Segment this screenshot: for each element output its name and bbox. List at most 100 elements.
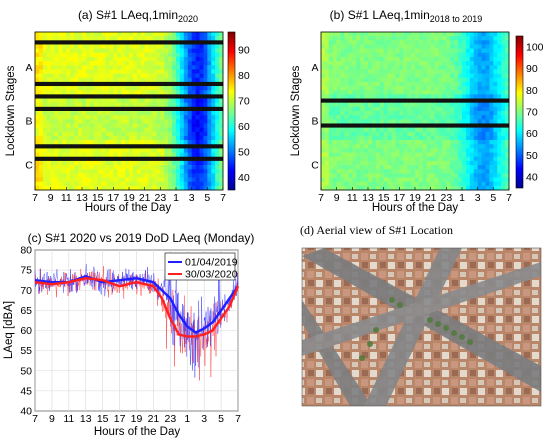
- heatmap-cell: [501, 169, 506, 174]
- heatmap-cell: [101, 52, 106, 58]
- heatmap-cell: [93, 140, 98, 145]
- heatmap-cell: [85, 115, 91, 120]
- heatmap-cell: [176, 61, 181, 66]
- heatmap-cell: [469, 115, 475, 120]
- heatmap-cell: [152, 169, 157, 174]
- heatmap-cell: [89, 52, 95, 58]
- heatmap-cell: [465, 127, 471, 133]
- heatmap-cell: [332, 173, 337, 178]
- heatmap-cell: [136, 173, 142, 178]
- heatmap-cell: [489, 181, 494, 187]
- heatmap-cell: [415, 90, 420, 95]
- heatmap-cell: [332, 56, 337, 62]
- heatmap-cell: [179, 44, 185, 49]
- heatmap-cell: [426, 94, 431, 99]
- heatmap-cell: [70, 177, 75, 182]
- heatmap-cell: [348, 44, 353, 49]
- heatmap-cell: [195, 69, 200, 74]
- heatmap-cell: [101, 173, 106, 178]
- heatmap-cell: [183, 119, 189, 124]
- heatmap-cell: [144, 131, 149, 137]
- heatmap-cell: [164, 98, 169, 103]
- heatmap-cell: [172, 127, 177, 133]
- heatmap-cell: [473, 81, 478, 87]
- heatmap-cell: [418, 144, 424, 149]
- heatmap-cell: [352, 86, 357, 91]
- heatmap-cell: [121, 160, 126, 166]
- heatmap-cell: [368, 181, 373, 187]
- heatmap-cell: [85, 98, 91, 103]
- heatmap-cell: [152, 52, 157, 58]
- heatmap-cell: [336, 131, 341, 137]
- heatmap-cell: [454, 115, 459, 120]
- heatmap-cell: [176, 94, 181, 99]
- heatmap-cell: [403, 77, 408, 83]
- heatmap-cell: [375, 185, 381, 191]
- heatmap-cell: [344, 90, 349, 95]
- heatmap-cell: [328, 119, 334, 124]
- heatmap-cell: [58, 185, 63, 191]
- heatmap-cell: [152, 127, 157, 133]
- heatmap-cell: [211, 123, 216, 128]
- heatmap-cell: [211, 77, 216, 83]
- heatmap-cell: [446, 144, 451, 149]
- heatmap-cell: [348, 106, 353, 112]
- heatmap-cell: [54, 94, 59, 99]
- heatmap-cell: [93, 135, 98, 141]
- heatmap-cell: [493, 32, 498, 37]
- heatmap-cell: [187, 77, 192, 83]
- heatmap-cell: [505, 40, 510, 45]
- heatmap-cell: [35, 36, 40, 41]
- heatmap-cell: [391, 69, 396, 74]
- heatmap-cell: [387, 177, 392, 182]
- heatmap-cell: [379, 160, 384, 166]
- heatmap-cell: [203, 32, 208, 37]
- heatmap-cell: [442, 40, 447, 45]
- heatmap-cell: [58, 131, 63, 137]
- heatmap-cell: [344, 127, 349, 133]
- heatmap-cell: [469, 140, 475, 145]
- heatmap-cell: [117, 165, 122, 170]
- heatmap-cell: [324, 94, 330, 99]
- heatmap-cell: [62, 173, 67, 178]
- heatmap-cell: [469, 44, 475, 49]
- heatmap-cell: [344, 160, 349, 166]
- heatmap-cell: [38, 123, 44, 128]
- heatmap-cell: [195, 52, 200, 58]
- heatmap-cell: [493, 185, 498, 191]
- heatmap-cell: [403, 32, 408, 37]
- heatmap-cell: [446, 69, 451, 74]
- heatmap-cell: [352, 44, 357, 49]
- heatmap-cell: [391, 61, 396, 66]
- heatmap-cell: [340, 86, 345, 91]
- heatmap-cell: [144, 119, 149, 124]
- heatmap-cell: [352, 160, 357, 166]
- heatmap-cell: [465, 156, 471, 162]
- heatmap-cell: [121, 32, 126, 37]
- heatmap-cell: [375, 36, 381, 41]
- heatmap-cell: [477, 135, 482, 141]
- heatmap-cell: [465, 61, 471, 66]
- heatmap-cell: [442, 102, 447, 108]
- heatmap-cell: [324, 69, 330, 74]
- heatmap-cell: [336, 111, 341, 116]
- heatmap-cell: [54, 48, 59, 54]
- heatmap-cell: [187, 48, 192, 54]
- heatmap-cell: [387, 81, 392, 87]
- heatmap-cell: [176, 36, 181, 41]
- heatmap-cell: [215, 44, 220, 49]
- heatmap-cell: [117, 140, 122, 145]
- heatmap-cell: [132, 144, 138, 149]
- heatmap-cell: [38, 177, 44, 182]
- heatmap-cell: [462, 148, 467, 153]
- heatmap-cell: [336, 177, 341, 182]
- heatmap-cell: [403, 169, 408, 174]
- heatmap-cell: [501, 73, 506, 79]
- heatmap-cell: [324, 52, 330, 58]
- heatmap-cell: [485, 115, 490, 120]
- heatmap-cell: [172, 102, 177, 108]
- heatmap-cell: [469, 173, 475, 178]
- heatmap-cell: [129, 123, 134, 128]
- heatmap-cell: [46, 77, 51, 83]
- heatmap-cell: [450, 185, 455, 191]
